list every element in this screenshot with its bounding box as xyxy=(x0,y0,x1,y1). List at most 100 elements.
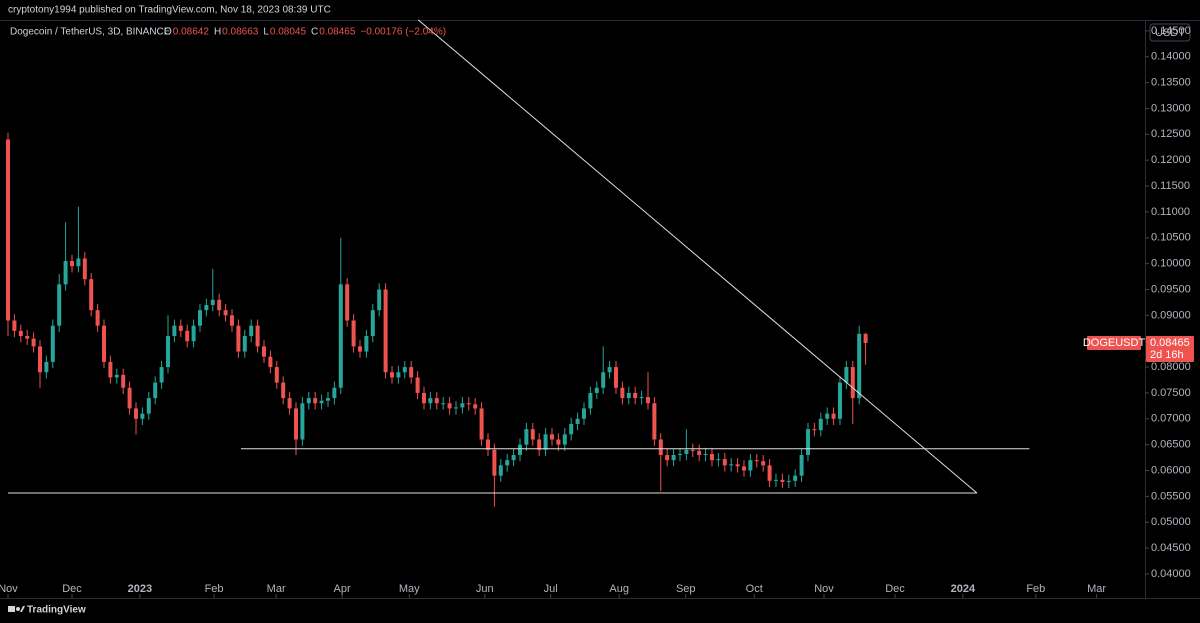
candle-body xyxy=(242,336,247,352)
candle-body xyxy=(767,465,772,481)
candle-body xyxy=(530,429,535,440)
candle-body xyxy=(844,367,849,383)
candle-body xyxy=(325,398,330,401)
candle-body xyxy=(818,418,823,431)
candle-body xyxy=(825,413,830,419)
candle-body xyxy=(684,449,689,454)
candle-body xyxy=(658,439,663,455)
y-tick-label: 0.04500 xyxy=(1151,542,1191,554)
candle-body xyxy=(505,460,510,466)
candle-body xyxy=(57,284,62,326)
y-tick-label: 0.09500 xyxy=(1151,283,1191,295)
candle-body xyxy=(236,325,241,352)
candle-body xyxy=(178,325,183,331)
candle-body xyxy=(261,346,266,357)
candle-body xyxy=(729,464,734,466)
candle-body xyxy=(25,336,30,339)
x-tick-label: Jul xyxy=(544,583,558,595)
y-tick-label: 0.06500 xyxy=(1151,439,1191,451)
candle-body xyxy=(716,459,721,461)
candle-body xyxy=(108,361,113,378)
candle-body xyxy=(69,261,74,267)
currency-box xyxy=(1149,23,1191,42)
ohlc-label: O xyxy=(164,27,172,38)
candle-body xyxy=(773,479,778,481)
candle-body xyxy=(31,338,36,347)
candle-body xyxy=(319,400,324,404)
candle-body xyxy=(345,284,350,321)
candle-body xyxy=(453,407,458,409)
candle-body xyxy=(5,139,10,321)
candle-body xyxy=(498,465,503,476)
y-tick-label: 0.07500 xyxy=(1151,387,1191,399)
candle-body xyxy=(460,403,465,408)
y-tick-label: 0.14500 xyxy=(1151,25,1191,37)
candle-body xyxy=(594,387,599,393)
candle-body xyxy=(537,439,542,450)
candle-body xyxy=(197,310,202,326)
candle-body xyxy=(293,408,298,440)
candle-body xyxy=(434,398,439,404)
candle-body xyxy=(748,460,753,471)
candle-body xyxy=(153,382,158,399)
candle-body xyxy=(690,449,695,451)
price-tag-price: 0.08465 xyxy=(1150,337,1190,349)
price-tag-symbol: DOGEUSDT xyxy=(1083,337,1146,349)
x-tick-label: Feb xyxy=(205,583,224,595)
plot xyxy=(5,19,1030,507)
candle-body xyxy=(37,346,42,373)
y-tick-label: 0.11500 xyxy=(1151,180,1190,192)
y-tick-label: 0.05500 xyxy=(1151,490,1191,502)
ohlc-label: H xyxy=(214,27,221,38)
y-tick-label: 0.12500 xyxy=(1151,128,1191,140)
candle-body xyxy=(645,397,650,404)
candle-body xyxy=(703,453,708,455)
y-tick-label: 0.12000 xyxy=(1151,154,1191,166)
y-tick-label: 0.11000 xyxy=(1151,206,1190,218)
candle-body xyxy=(633,392,638,399)
candle-body xyxy=(786,480,791,482)
currency: USDT xyxy=(1155,27,1185,39)
symbol-title: Dogecoin / TetherUS, 3D, BINANCE xyxy=(10,27,171,38)
candle-body xyxy=(805,429,810,455)
price-tag-bg xyxy=(1146,336,1194,363)
candle-body xyxy=(287,398,292,409)
price-tag-symbol-bg xyxy=(1087,336,1141,351)
candle-body xyxy=(447,403,452,409)
candle-body xyxy=(146,398,151,414)
candle-body xyxy=(274,367,279,383)
candle-body xyxy=(127,387,132,409)
candle-body xyxy=(95,310,100,326)
candle-body xyxy=(63,261,68,285)
candle-body xyxy=(793,475,798,481)
candle-body xyxy=(850,367,855,399)
x-tick-label: Nov xyxy=(814,583,834,595)
y-tick-label: 0.07000 xyxy=(1151,413,1191,425)
ohlc-value: 0.08642 xyxy=(173,27,210,38)
candle-body xyxy=(479,408,484,440)
candle-body xyxy=(799,455,804,476)
x-tick-label: Feb xyxy=(1026,583,1045,595)
candle-body xyxy=(82,258,87,280)
candle-body xyxy=(383,289,388,373)
candle-body xyxy=(338,284,343,388)
trendline xyxy=(417,19,978,494)
candle-body xyxy=(357,346,362,352)
candle-body xyxy=(492,449,497,476)
candle-body xyxy=(217,299,222,311)
candle-body xyxy=(524,429,529,445)
y-tick-label: 0.08000 xyxy=(1151,361,1191,373)
candle-body xyxy=(306,398,311,404)
candle-body xyxy=(588,392,593,409)
candle-body xyxy=(575,418,580,424)
candle-body xyxy=(665,455,670,461)
frame-bottom xyxy=(0,598,1200,599)
candle-body xyxy=(351,320,356,347)
y-tick-label: 0.14000 xyxy=(1151,51,1191,63)
ohlc-value: 0.08465 xyxy=(319,27,356,38)
candle-body xyxy=(812,429,817,431)
candle-body xyxy=(581,408,586,419)
x-tick-label: Oct xyxy=(746,583,763,595)
x-tick-label: Aug xyxy=(609,583,629,595)
